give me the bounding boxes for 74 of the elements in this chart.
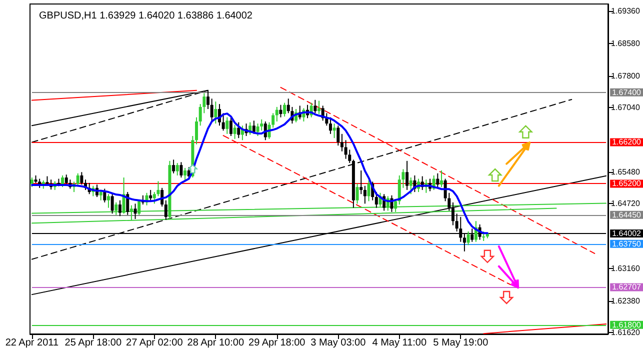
y-tick-label: 1.64720 bbox=[611, 199, 640, 208]
ref-line-label: 1.67400 bbox=[612, 88, 642, 97]
candlestick bbox=[328, 116, 332, 134]
candlestick bbox=[318, 100, 320, 114]
x-tick-label: 4 May 11:00 bbox=[372, 338, 427, 348]
candlestick bbox=[214, 101, 218, 124]
ref-line-label: 1.62707 bbox=[612, 282, 642, 292]
candlestick bbox=[279, 104, 282, 118]
candlestick bbox=[344, 140, 348, 160]
candlestick bbox=[436, 172, 440, 188]
candlestick bbox=[356, 183, 359, 204]
candlestick bbox=[374, 192, 378, 208]
candlestick bbox=[210, 98, 214, 122]
candlestick bbox=[409, 177, 412, 195]
candlestick bbox=[226, 116, 229, 134]
x-tick-label: 29 Apr 18:00 bbox=[248, 338, 306, 348]
candlestick bbox=[76, 172, 80, 186]
candlestick bbox=[237, 122, 240, 139]
y-tick-label: 1.68580 bbox=[611, 38, 640, 48]
candlestick bbox=[272, 112, 275, 128]
candlestick bbox=[451, 202, 454, 226]
candlestick bbox=[466, 230, 470, 246]
candlestick bbox=[314, 99, 317, 114]
ref-line-label: 1.63750 bbox=[612, 239, 642, 248]
candlestick bbox=[336, 125, 340, 146]
y-tick-label: 1.67040 bbox=[611, 102, 640, 112]
y-tick-label: 1.67800 bbox=[611, 71, 640, 80]
candlestick bbox=[103, 188, 106, 203]
y-tick-label: 1.63160 bbox=[611, 264, 640, 273]
candlestick bbox=[118, 200, 122, 217]
x-tick-label: 25 Apr 18:00 bbox=[64, 338, 122, 348]
ref-line-label: 1.64002 bbox=[612, 228, 642, 238]
candlestick bbox=[64, 174, 68, 184]
candlestick bbox=[367, 180, 370, 202]
candlestick bbox=[340, 133, 344, 152]
candlestick bbox=[184, 167, 187, 181]
candlestick bbox=[256, 123, 260, 136]
candlestick bbox=[134, 203, 137, 220]
ref-line-label: 1.61800 bbox=[612, 320, 642, 330]
candlestick bbox=[363, 185, 366, 204]
candlestick bbox=[233, 124, 236, 140]
candlestick bbox=[149, 189, 152, 201]
candlestick bbox=[252, 120, 256, 134]
candlestick bbox=[482, 230, 486, 242]
candlestick bbox=[172, 159, 176, 174]
candlestick bbox=[195, 116, 198, 145]
ref-line-label: 1.65200 bbox=[612, 179, 642, 188]
ref-line-label: 1.66200 bbox=[612, 138, 642, 147]
x-tick-label: 5 May 19:00 bbox=[433, 338, 489, 348]
candlestick bbox=[180, 162, 183, 178]
candlestick bbox=[283, 102, 286, 117]
candlestick bbox=[360, 170, 363, 195]
x-tick-label: 27 Apr 02:00 bbox=[126, 338, 184, 348]
candlestick bbox=[406, 160, 409, 190]
y-tick-label: 1.61620 bbox=[611, 328, 640, 337]
candlestick bbox=[110, 192, 114, 214]
candlestick bbox=[275, 106, 278, 122]
x-tick-label: 22 Apr 2011 bbox=[5, 338, 59, 348]
candlestick bbox=[440, 170, 443, 188]
candlestick bbox=[222, 112, 225, 132]
candlestick bbox=[176, 162, 179, 176]
y-tick-label: 1.62380 bbox=[611, 296, 640, 306]
y-tick-label: 1.69360 bbox=[611, 6, 640, 16]
candlestick bbox=[332, 123, 336, 139]
text: GBPUSD,H1 1.63929 1.64020 1.63886 1.64002 bbox=[39, 10, 253, 22]
candlestick bbox=[30, 177, 34, 188]
candlestick bbox=[229, 116, 232, 136]
candlestick bbox=[106, 194, 110, 208]
candlestick bbox=[164, 200, 168, 220]
x-tick-label: 3 May 03:00 bbox=[310, 338, 366, 348]
ref-line-label: 1.64450 bbox=[612, 210, 642, 220]
x-tick-label: 28 Apr 10:00 bbox=[187, 338, 244, 348]
y-tick-label: 1.65480 bbox=[611, 168, 640, 177]
candlestick bbox=[80, 172, 84, 186]
